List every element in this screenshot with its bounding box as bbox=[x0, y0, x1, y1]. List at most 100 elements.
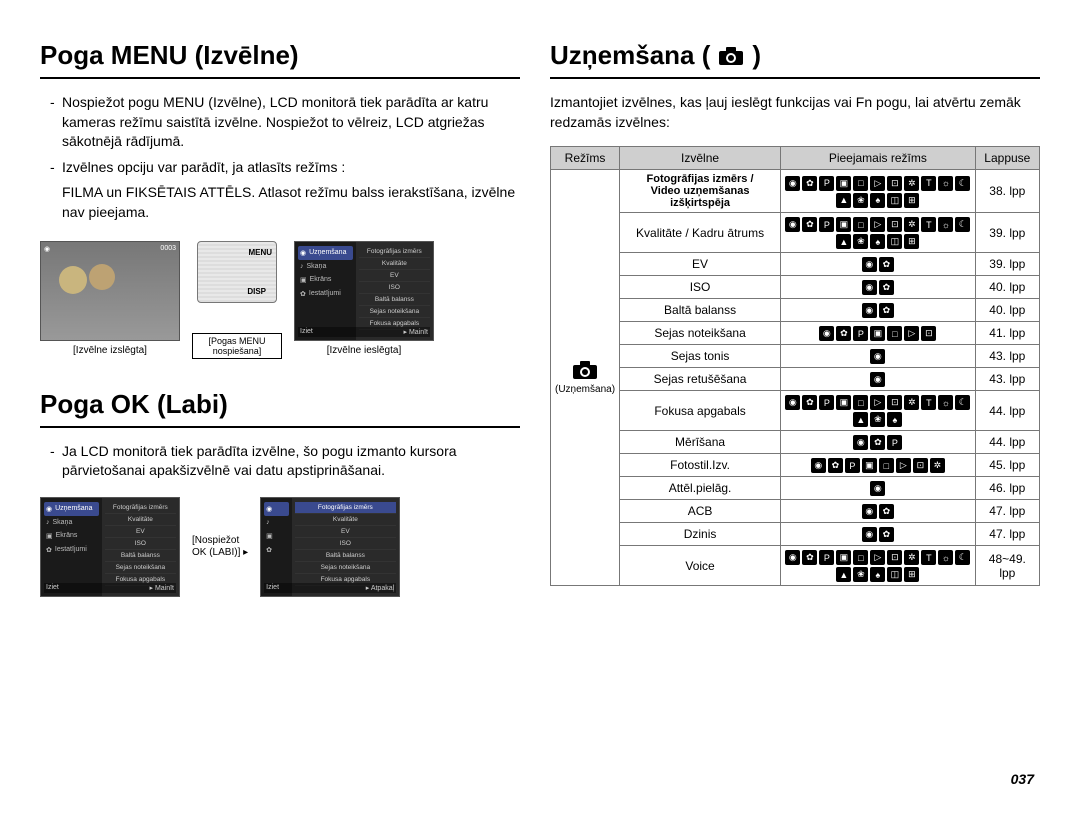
page-ref: 48~49. lpp bbox=[975, 546, 1039, 586]
mode-icon: ⊡ bbox=[887, 395, 902, 410]
page-ref: 40. lpp bbox=[975, 276, 1039, 299]
mode-icon: ◫ bbox=[887, 234, 902, 249]
mode-icon: T bbox=[921, 176, 936, 191]
right-title: Uzņemšana ( ) bbox=[550, 40, 1040, 79]
mode-icon: ◉ bbox=[862, 527, 877, 542]
mode-icon: ▷ bbox=[870, 550, 885, 565]
mode-icon: ◉ bbox=[862, 280, 877, 295]
page-number: 037 bbox=[1011, 771, 1034, 787]
mode-icon: ☼ bbox=[938, 395, 953, 410]
table-row: Voice◉✿P▣□▷⊡✲T☼☾▲❀♠◫⊞48~49. lpp bbox=[551, 546, 1040, 586]
section1-title: Poga MENU (Izvēlne) bbox=[40, 40, 520, 79]
camera-icon bbox=[572, 360, 598, 380]
menu-name: Fokusa apgabals bbox=[620, 391, 781, 431]
mode-icon: ✲ bbox=[904, 217, 919, 232]
menu-name: Baltā balanss bbox=[620, 299, 781, 322]
available-modes: ◉ bbox=[781, 368, 976, 391]
mode-icon: ☾ bbox=[955, 395, 970, 410]
figure-row-2: ◉Uzņemšana ♪Skaņa ▣Ekrāns ✿Iestatījumi F… bbox=[40, 497, 520, 597]
th-avail: Pieejamais režīms bbox=[781, 147, 976, 170]
available-modes: ◉✿ bbox=[781, 253, 976, 276]
mode-icon: P bbox=[819, 176, 834, 191]
page-ref: 41. lpp bbox=[975, 322, 1039, 345]
menu-name: Sejas noteikšana bbox=[620, 322, 781, 345]
table-row: Dzinis◉✿47. lpp bbox=[551, 523, 1040, 546]
page-ref: 43. lpp bbox=[975, 368, 1039, 391]
mode-icon: P bbox=[887, 435, 902, 450]
mode-icon: □ bbox=[879, 458, 894, 473]
mode-icon: ▣ bbox=[836, 395, 851, 410]
mode-icon: □ bbox=[853, 395, 868, 410]
table-row: Sejas noteikšana◉✿P▣□▷⊡41. lpp bbox=[551, 322, 1040, 345]
mode-icon: □ bbox=[887, 326, 902, 341]
mode-icon: ✿ bbox=[879, 527, 894, 542]
mode-icon: ✿ bbox=[802, 217, 817, 232]
mode-icon: ✲ bbox=[904, 395, 919, 410]
mode-icon: ◉ bbox=[862, 504, 877, 519]
mode-icon: ▷ bbox=[870, 395, 885, 410]
mode-icon: ☼ bbox=[938, 550, 953, 565]
mode-icon: ◉ bbox=[785, 395, 800, 410]
mode-icon: ▣ bbox=[836, 550, 851, 565]
page-ref: 45. lpp bbox=[975, 454, 1039, 477]
mode-icon: □ bbox=[853, 176, 868, 191]
available-modes: ◉✿ bbox=[781, 523, 976, 546]
mode-table: Režīms Izvēlne Pieejamais režīms Lappuse… bbox=[550, 146, 1040, 586]
available-modes: ◉ bbox=[781, 345, 976, 368]
th-mode: Režīms bbox=[551, 147, 620, 170]
mode-icon: ✲ bbox=[904, 176, 919, 191]
mode-icon: ◉ bbox=[819, 326, 834, 341]
mode-icon: T bbox=[921, 217, 936, 232]
caption-on: [Izvēlne ieslēgta] bbox=[294, 345, 434, 356]
page-ref: 39. lpp bbox=[975, 253, 1039, 276]
mode-icon: ❀ bbox=[853, 193, 868, 208]
table-row: (Uzņemšana)Fotogrāfijas izmērs /Video uz… bbox=[551, 170, 1040, 213]
mode-icon: ❀ bbox=[870, 412, 885, 427]
page-ref: 46. lpp bbox=[975, 477, 1039, 500]
menu-knob-illustration: MENU DISP bbox=[197, 241, 277, 303]
available-modes: ◉✿ bbox=[781, 299, 976, 322]
mode-icon: ⊞ bbox=[904, 234, 919, 249]
mode-cell: (Uzņemšana) bbox=[551, 170, 620, 586]
available-modes: ◉✿P▣□▷⊡✲T☼☾▲❀♠◫⊞ bbox=[781, 546, 976, 586]
mode-icon: ✿ bbox=[870, 435, 885, 450]
mode-icon: ❀ bbox=[853, 567, 868, 582]
mode-icon: ▲ bbox=[853, 412, 868, 427]
para1: Nospiežot pogu MENU (Izvēlne), LCD monit… bbox=[40, 93, 520, 152]
available-modes: ◉✿P▣□▷⊡✲ bbox=[781, 454, 976, 477]
available-modes: ◉✿P▣□▷⊡✲T☼☾▲❀♠ bbox=[781, 391, 976, 431]
mode-icon: ✲ bbox=[904, 550, 919, 565]
lcd-ok-after: ◉ ♪ ▣ ✿ Fotogrāfijas izmērs Kvalitāte EV… bbox=[260, 497, 400, 597]
table-row: Mērīšana◉✿P44. lpp bbox=[551, 431, 1040, 454]
table-row: Fokusa apgabals◉✿P▣□▷⊡✲T☼☾▲❀♠44. lpp bbox=[551, 391, 1040, 431]
menu-press-label: [Pogas MENU nospiešana] bbox=[192, 333, 282, 359]
mode-icon: P bbox=[853, 326, 868, 341]
available-modes: ◉✿P▣□▷⊡✲T☼☾▲❀♠◫⊞ bbox=[781, 213, 976, 253]
mode-icon: ✲ bbox=[930, 458, 945, 473]
th-menu: Izvēlne bbox=[620, 147, 781, 170]
ok-press-label: [Nospiežot OK (LABI)] ▸ bbox=[192, 535, 248, 559]
menu-name: Sejas retušēšana bbox=[620, 368, 781, 391]
mode-icon: ✿ bbox=[802, 395, 817, 410]
mode-icon: ◉ bbox=[870, 481, 885, 496]
mode-icon: ▣ bbox=[862, 458, 877, 473]
right-intro: Izmantojiet izvēlnes, kas ļauj ieslēgt f… bbox=[550, 93, 1040, 132]
mode-icon: ▣ bbox=[870, 326, 885, 341]
mode-icon: ❀ bbox=[853, 234, 868, 249]
menu-name: EV bbox=[620, 253, 781, 276]
mode-icon: ☼ bbox=[938, 176, 953, 191]
mode-icon: ◉ bbox=[853, 435, 868, 450]
table-row: EV◉✿39. lpp bbox=[551, 253, 1040, 276]
mode-icon: ⊞ bbox=[904, 193, 919, 208]
mode-icon: ◉ bbox=[870, 372, 885, 387]
table-row: ACB◉✿47. lpp bbox=[551, 500, 1040, 523]
mode-icon: ✿ bbox=[828, 458, 843, 473]
mode-icon: ◉ bbox=[870, 349, 885, 364]
mode-icon: ▷ bbox=[904, 326, 919, 341]
mode-icon: ✿ bbox=[879, 504, 894, 519]
menu-name: Fotogrāfijas izmērs /Video uzņemšanas iz… bbox=[620, 170, 781, 213]
figure-row-1: ◉0003 [Izvēlne izslēgta] MENU DISP [Poga… bbox=[40, 241, 520, 359]
para2-cont: FILMA un FIKSĒTAIS ATTĒLS. Atlasot režīm… bbox=[40, 183, 520, 222]
mode-icon: ◉ bbox=[811, 458, 826, 473]
page-ref: 44. lpp bbox=[975, 431, 1039, 454]
